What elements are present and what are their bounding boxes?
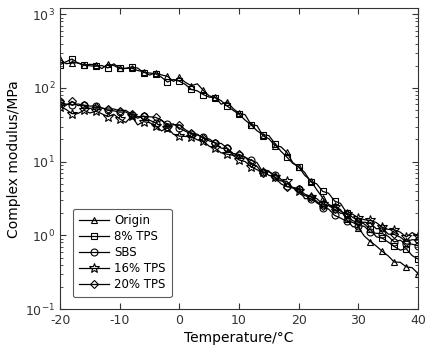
SBS (416, 244, 421, 248)
8% TPS (278, 149, 284, 153)
20% TPS (416, 238, 421, 242)
Origin (129, 66, 134, 70)
20% TPS (368, 221, 373, 225)
SBS (272, 173, 278, 177)
8% TPS (147, 71, 152, 75)
SBS (249, 158, 254, 162)
16% TPS (368, 218, 373, 222)
8% TPS (374, 235, 379, 239)
8% TPS (69, 57, 74, 61)
Origin (141, 69, 146, 74)
20% TPS (58, 99, 63, 103)
X-axis label: Temperature/°C: Temperature/°C (184, 331, 294, 345)
Origin (368, 239, 373, 244)
20% TPS (249, 161, 254, 165)
8% TPS (255, 129, 260, 133)
SBS (129, 113, 134, 118)
16% TPS (183, 134, 188, 139)
Line: 20% TPS: 20% TPS (57, 98, 421, 245)
20% TPS (129, 112, 134, 117)
Y-axis label: Complex modulus/MPa: Complex modulus/MPa (7, 80, 21, 238)
16% TPS (272, 175, 278, 179)
20% TPS (272, 175, 278, 180)
Line: 16% TPS: 16% TPS (55, 102, 423, 242)
Line: SBS: SBS (57, 99, 422, 249)
16% TPS (141, 120, 146, 124)
20% TPS (141, 114, 146, 119)
Origin (272, 144, 278, 148)
SBS (183, 129, 188, 133)
8% TPS (416, 257, 421, 261)
8% TPS (58, 63, 63, 67)
SBS (368, 230, 373, 234)
Origin (249, 122, 254, 127)
Line: Origin: Origin (57, 56, 422, 277)
Line: 8% TPS: 8% TPS (57, 56, 422, 263)
20% TPS (183, 128, 188, 132)
16% TPS (129, 114, 134, 118)
8% TPS (189, 87, 194, 92)
Origin (183, 80, 188, 84)
16% TPS (416, 234, 421, 238)
SBS (58, 101, 63, 105)
Origin (58, 57, 63, 62)
Legend: Origin, 8% TPS, SBS, 16% TPS, 20% TPS: Origin, 8% TPS, SBS, 16% TPS, 20% TPS (73, 208, 172, 297)
16% TPS (404, 235, 409, 239)
16% TPS (58, 105, 63, 109)
8% TPS (135, 66, 140, 70)
16% TPS (249, 164, 254, 169)
Origin (416, 271, 421, 276)
20% TPS (404, 239, 409, 244)
SBS (141, 114, 146, 118)
